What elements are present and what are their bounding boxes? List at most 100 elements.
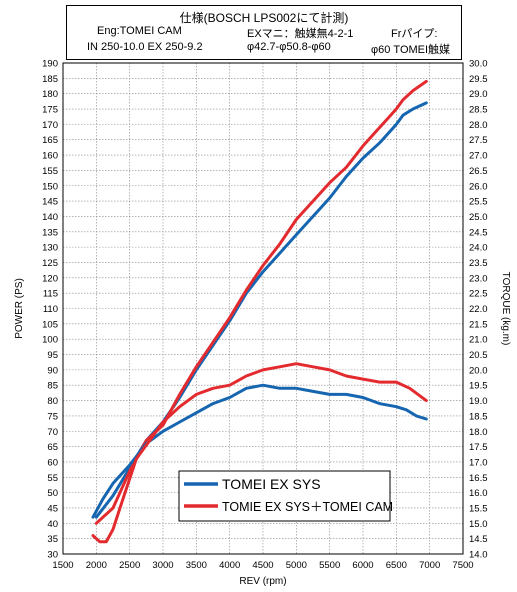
y-left-tick-label: 55 bbox=[47, 473, 58, 484]
y-left-tick-label: 30 bbox=[47, 550, 58, 561]
y-right-tick-label: 21.0 bbox=[469, 335, 488, 346]
y-left-tick-label: 70 bbox=[47, 427, 58, 438]
y-left-tick-label: 60 bbox=[47, 457, 58, 468]
y-left-tick-label: 40 bbox=[47, 519, 58, 530]
y-left-tick-label: 115 bbox=[43, 289, 58, 300]
spec-eng-value: IN 250-10.0 EX 250-9.2 bbox=[87, 41, 203, 53]
y-right-tick-label: 14.5 bbox=[469, 534, 488, 545]
y-left-tick-label: 65 bbox=[47, 442, 58, 453]
y-left-tick-label: 120 bbox=[42, 273, 58, 284]
spec-fr-label: Frパイプ: bbox=[391, 28, 438, 40]
y-right-tick-label: 28.5 bbox=[469, 105, 488, 116]
y-left-tick-label: 145 bbox=[42, 197, 58, 208]
x-tick-label: 1500 bbox=[52, 560, 73, 571]
y-left-tick-label: 130 bbox=[42, 243, 58, 254]
series-line-3 bbox=[91, 362, 428, 544]
spec-box: 仕様(BOSCH LPS002にて計測) Eng:TOMEI CAM IN 25… bbox=[66, 5, 462, 60]
x-tick-label: 6500 bbox=[386, 560, 407, 571]
y-right-tick-label: 18.0 bbox=[469, 427, 488, 438]
y-left-tick-label: 90 bbox=[47, 365, 58, 376]
y-right-tick-label: 29.5 bbox=[469, 74, 488, 85]
y-left-tick-label: 95 bbox=[47, 350, 58, 361]
series-lines bbox=[91, 79, 428, 544]
y-left-tick-label: 100 bbox=[42, 335, 58, 346]
spec-eng-label: Eng:TOMEI CAM bbox=[97, 25, 182, 37]
x-tick-label: 5000 bbox=[286, 560, 307, 571]
y-left-tick-label: 45 bbox=[47, 503, 58, 514]
y-right-tick-label: 23.5 bbox=[469, 258, 488, 269]
y-right-tick-label: 20.5 bbox=[469, 350, 488, 361]
y-right-tick-label: 17.5 bbox=[469, 442, 488, 453]
y-right-tick-label: 26.5 bbox=[469, 166, 488, 177]
y-left-tick-label: 165 bbox=[42, 135, 58, 146]
y-right-tick-label: 27.0 bbox=[469, 151, 488, 162]
y-right-tick-label: 22.5 bbox=[469, 289, 488, 300]
x-tick-label: 2000 bbox=[86, 560, 107, 571]
y-axis-right-title: TORQUE (kg.m) bbox=[500, 272, 511, 346]
y-left-tick-label: 180 bbox=[42, 89, 58, 100]
legend-label-tomei-ex-sys: TOMEI EX SYS bbox=[222, 476, 321, 492]
x-tick-label: 2500 bbox=[119, 560, 140, 571]
y-left-tick-label: 105 bbox=[42, 319, 58, 330]
y-left-tick-label: 160 bbox=[42, 151, 58, 162]
y-left-tick-label: 150 bbox=[42, 181, 58, 192]
y-left-tick-label: 185 bbox=[42, 74, 58, 85]
y-left-tick-label: 155 bbox=[42, 166, 58, 177]
y-left-tick-label: 75 bbox=[47, 411, 58, 422]
tick-labels: 1500 2000 2500 3000 3500 4000 4500 5000 5500 6000… bbox=[42, 59, 487, 572]
series-line-1 bbox=[94, 79, 428, 525]
y-left-tick-label: 35 bbox=[47, 534, 58, 545]
y-right-tick-label: 27.5 bbox=[469, 135, 488, 146]
legend: TOMEI EX SYS TOMIE EX SYS＋TOMEI CAM bbox=[178, 470, 393, 522]
y-right-tick-label: 22.0 bbox=[469, 304, 488, 315]
x-tick-label: 4500 bbox=[252, 560, 273, 571]
y-right-tick-label: 25.5 bbox=[469, 197, 488, 208]
legend-box bbox=[178, 470, 391, 522]
y-left-tick-label: 135 bbox=[42, 227, 58, 238]
x-tick-label: 6000 bbox=[352, 560, 373, 571]
x-tick-label: 7500 bbox=[452, 560, 473, 571]
plot-frame bbox=[62, 62, 464, 555]
y-right-tick-label: 15.5 bbox=[469, 503, 488, 514]
y-right-tick-label: 15.0 bbox=[469, 519, 488, 530]
y-right-tick-label: 17.0 bbox=[469, 457, 488, 468]
x-tick-label: 3500 bbox=[186, 560, 207, 571]
series-line-0 bbox=[94, 101, 428, 519]
y-left-tick-label: 140 bbox=[42, 212, 58, 223]
y-left-tick-label: 125 bbox=[42, 258, 58, 269]
y-left-tick-label: 170 bbox=[42, 120, 58, 131]
x-tick-label: 3000 bbox=[152, 560, 173, 571]
y-right-tick-label: 28.0 bbox=[469, 120, 488, 131]
x-axis-title: REV (rpm) bbox=[239, 576, 286, 587]
spec-ex-value: φ42.7-φ50.8-φ60 bbox=[247, 41, 331, 53]
y-right-tick-label: 30.0 bbox=[469, 59, 488, 70]
y-right-tick-label: 23.0 bbox=[469, 273, 488, 284]
x-tick-label: 7000 bbox=[419, 560, 440, 571]
y-axis-left-title: POWER (PS) bbox=[14, 278, 25, 339]
y-right-tick-label: 29.0 bbox=[469, 89, 488, 100]
y-right-tick-label: 18.5 bbox=[469, 411, 488, 422]
y-left-tick-label: 110 bbox=[43, 304, 58, 315]
y-left-tick-label: 50 bbox=[47, 488, 58, 499]
y-left-tick-label: 175 bbox=[42, 105, 58, 116]
y-right-tick-label: 16.5 bbox=[469, 473, 488, 484]
y-right-tick-label: 14.0 bbox=[469, 550, 488, 561]
y-right-tick-label: 20.0 bbox=[469, 365, 488, 376]
y-right-tick-label: 16.0 bbox=[469, 488, 488, 499]
y-left-tick-label: 190 bbox=[42, 59, 58, 70]
spec-ex-label: EXマニ：触媒無4-2-1 bbox=[247, 28, 354, 40]
y-right-tick-label: 26.0 bbox=[469, 181, 488, 192]
y-right-tick-label: 19.0 bbox=[469, 396, 488, 407]
y-right-tick-label: 24.5 bbox=[469, 227, 488, 238]
spec-fr-value: φ60 TOMEI触媒 bbox=[371, 44, 451, 56]
y-left-tick-label: 80 bbox=[47, 396, 58, 407]
y-right-tick-label: 21.5 bbox=[469, 319, 488, 330]
legend-label-tomie-ex-sys-cam: TOMIE EX SYS＋TOMEI CAM bbox=[222, 500, 393, 514]
y-right-tick-label: 19.5 bbox=[469, 381, 488, 392]
y-right-tick-label: 25.0 bbox=[469, 212, 488, 223]
x-tick-label: 4000 bbox=[219, 560, 240, 571]
x-tick-label: 5500 bbox=[319, 560, 340, 571]
y-right-tick-label: 24.0 bbox=[469, 243, 488, 254]
y-left-tick-label: 85 bbox=[47, 381, 58, 392]
spec-title: 仕様(BOSCH LPS002にて計測) bbox=[179, 11, 349, 25]
